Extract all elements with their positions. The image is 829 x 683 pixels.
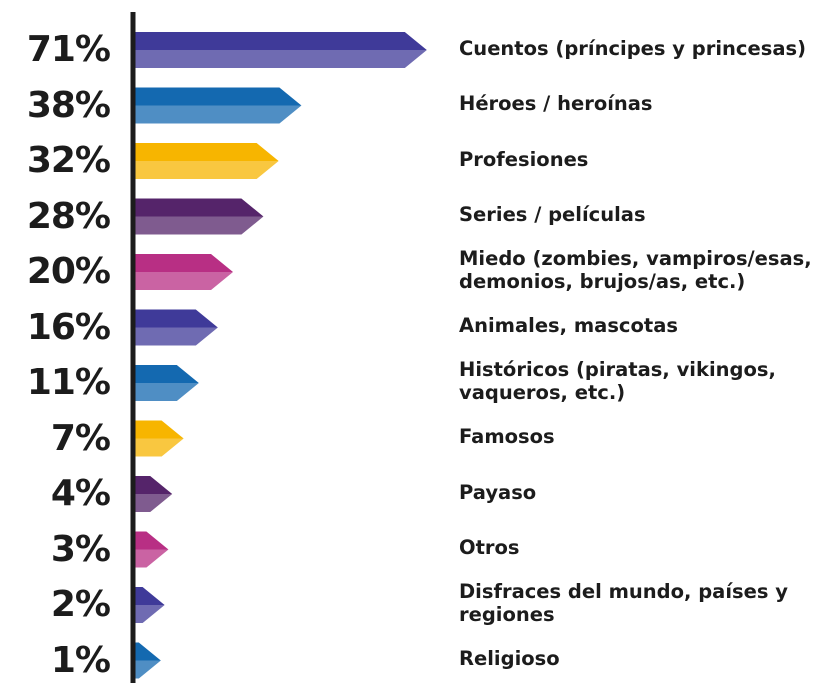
- value-label: 1%: [50, 639, 111, 681]
- bar-shape: [135, 309, 218, 346]
- bar-shape: [135, 587, 165, 623]
- bar-highlight: [135, 327, 218, 346]
- category-label: Religioso: [459, 647, 560, 670]
- category-label: Series / películas: [459, 203, 646, 226]
- bar-highlight: [135, 494, 173, 512]
- value-label: 71%: [26, 29, 111, 70]
- value-label: 28%: [26, 195, 111, 237]
- bar-highlight: [135, 660, 161, 679]
- bar-highlight: [135, 161, 279, 179]
- bar: [135, 642, 161, 679]
- bar-highlight: [135, 105, 302, 124]
- value-label: 20%: [26, 251, 111, 292]
- bar-shape: [135, 476, 173, 512]
- value-label: 3%: [50, 528, 111, 570]
- bar-highlight: [135, 549, 169, 568]
- bar-shape: [135, 642, 161, 679]
- bar-shape: [135, 143, 279, 179]
- bar-highlight: [135, 438, 184, 457]
- bar-shape: [135, 531, 169, 568]
- bar: [135, 476, 173, 512]
- bar-shape: [135, 87, 302, 124]
- category-label: Animales, mascotas: [459, 314, 678, 337]
- category-label: Héroes / heroínas: [459, 92, 653, 115]
- category-label: Cuentos (príncipes y princesas): [459, 36, 807, 60]
- category-label: Payaso: [459, 480, 537, 504]
- bar-shape: [135, 254, 233, 290]
- bar-highlight: [135, 383, 199, 401]
- bar-shape: [135, 32, 427, 68]
- bar: [135, 198, 264, 235]
- value-label: 11%: [26, 362, 111, 403]
- value-label: 38%: [26, 84, 111, 126]
- bar-shape: [135, 420, 184, 457]
- category-label: Famosos: [459, 425, 555, 448]
- category-label: Otros: [459, 536, 520, 559]
- value-label: 4%: [50, 473, 111, 514]
- bar-highlight: [135, 50, 427, 68]
- bar-shape: [135, 365, 199, 401]
- bar: [135, 143, 279, 179]
- value-label: 2%: [50, 584, 111, 625]
- category-label: Históricos (piratas, vikingos, vaqueros,…: [459, 358, 776, 404]
- bar-shape: [135, 198, 264, 235]
- bar: [135, 365, 199, 401]
- value-label: 32%: [26, 140, 111, 181]
- bar: [135, 309, 218, 346]
- bar-highlight: [135, 216, 264, 235]
- bar-highlight: [135, 605, 165, 623]
- bar: [135, 32, 427, 68]
- bar: [135, 254, 233, 290]
- bar: [135, 420, 184, 457]
- value-label: 16%: [26, 306, 111, 348]
- category-label: Disfraces del mundo, países y regiones: [459, 580, 788, 626]
- category-label: Profesiones: [459, 147, 589, 171]
- category-label: Miedo (zombies, vampiros/esas, demonios,…: [459, 247, 812, 293]
- value-label: 7%: [50, 417, 111, 459]
- bar: [135, 531, 169, 568]
- bar: [135, 587, 165, 623]
- bar-highlight: [135, 272, 233, 290]
- bar: [135, 87, 302, 124]
